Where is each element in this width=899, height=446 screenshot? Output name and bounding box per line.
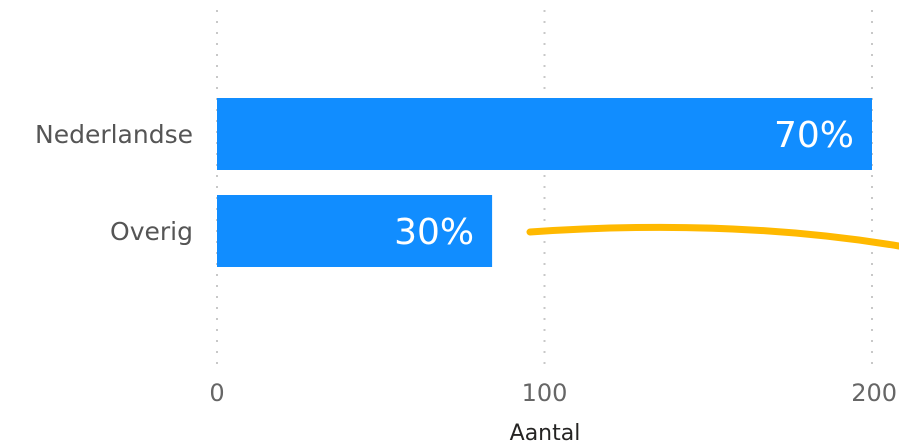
category-labels: Nederlandse Overig [35,120,193,246]
bar-overig[interactable] [217,195,493,267]
x-tick-labels: 0 100 200 [209,379,897,407]
annotation-curve [526,223,899,250]
x-tick-label: 0 [209,379,224,407]
bars [217,98,872,267]
data-label: 70% [774,115,854,156]
category-label: Nederlandse [35,120,193,149]
category-label: Overig [110,217,193,246]
x-tick-label: 100 [522,379,568,407]
x-tick-label: 200 [851,379,897,407]
data-label: 30% [394,212,474,253]
bar-nederlandse[interactable] [217,98,872,170]
x-axis-title: Aantal [510,421,581,446]
gridlines [216,10,873,365]
data-labels: 70% 30% [394,115,854,253]
